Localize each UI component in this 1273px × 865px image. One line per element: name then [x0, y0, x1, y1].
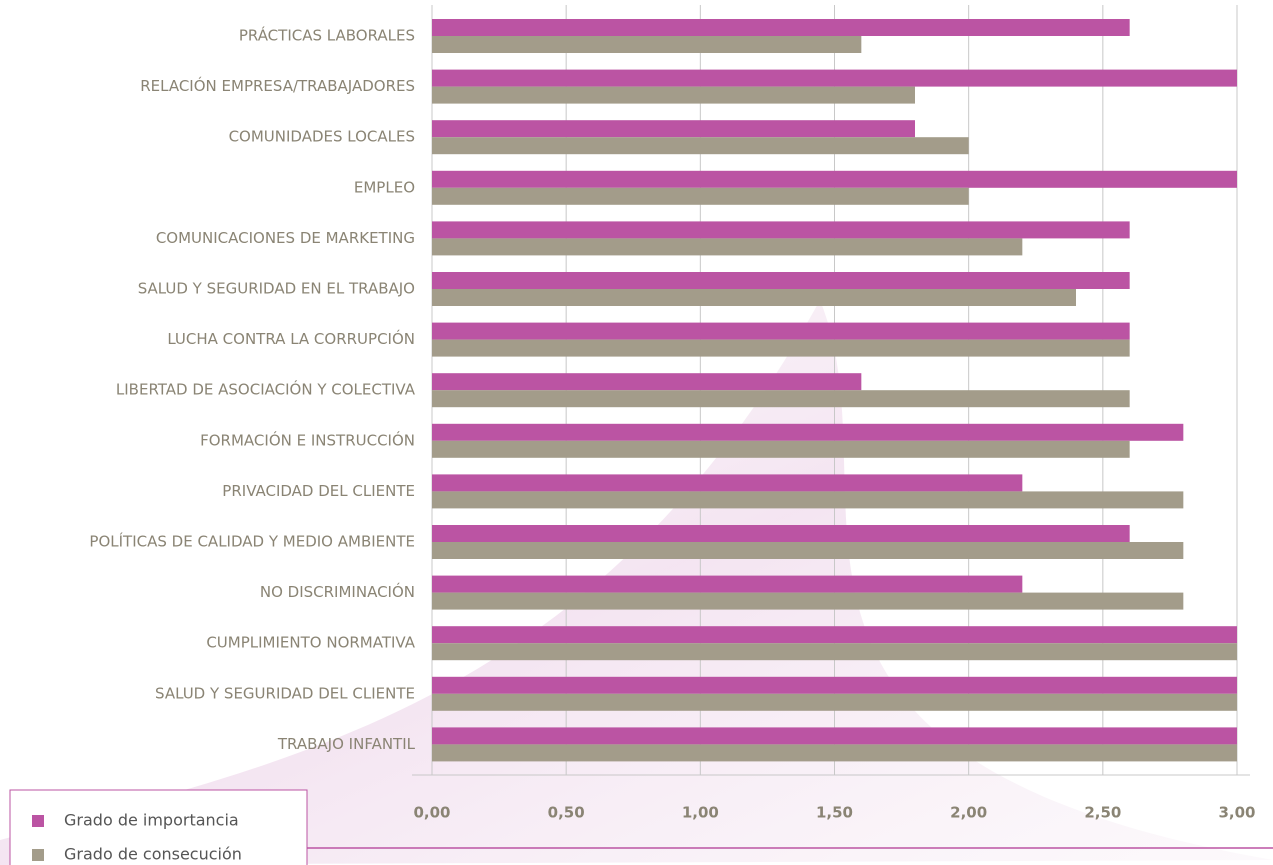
bar — [432, 272, 1130, 289]
bar — [432, 170, 1237, 188]
bar — [432, 744, 1237, 762]
bar — [432, 423, 1184, 441]
bar — [432, 69, 1237, 87]
y-tick-label: NO DISCRIMINACIÓN — [260, 582, 415, 601]
bar — [432, 339, 1130, 357]
x-tick-label: 0,00 — [413, 804, 450, 822]
bar — [432, 221, 1130, 239]
bar — [432, 187, 969, 205]
bar — [432, 525, 1130, 542]
bar — [432, 491, 1184, 509]
bar — [432, 474, 1023, 492]
x-tick-label: 0,50 — [548, 804, 585, 822]
bar — [432, 19, 1130, 36]
bar — [432, 626, 1237, 644]
y-tick-label: EMPLEO — [354, 178, 415, 196]
legend-label: Grado de importancia — [64, 811, 239, 830]
y-tick-label: COMUNICACIONES DE MARKETING — [156, 229, 415, 247]
y-tick-label: TRABAJO INFANTIL — [277, 735, 416, 753]
y-tick-label: POLÍTICAS DE CALIDAD Y MEDIO AMBIENTE — [89, 532, 415, 551]
y-tick-label: FORMACIÓN E INSTRUCCIÓN — [200, 430, 415, 449]
y-tick-label: LIBERTAD DE ASOCIACIÓN Y COLECTIVA — [116, 380, 416, 399]
x-tick-label: 2,00 — [950, 804, 987, 822]
legend-label: Grado de consecución — [64, 845, 242, 864]
legend-swatch — [32, 815, 44, 827]
bar — [432, 390, 1130, 408]
y-tick-label: RELACIÓN EMPRESA/TRABAJADORES — [140, 76, 415, 95]
bar — [432, 676, 1237, 694]
bar — [432, 693, 1237, 711]
bar — [432, 643, 1237, 661]
y-tick-label: CUMPLIMIENTO NORMATIVA — [206, 634, 415, 652]
bar — [432, 36, 862, 53]
bar — [432, 137, 969, 155]
bar — [432, 86, 915, 104]
bar — [432, 238, 1023, 256]
legend-swatch — [32, 849, 44, 861]
bar — [432, 322, 1130, 340]
x-tick-label: 2,50 — [1084, 804, 1121, 822]
y-tick-label: PRÁCTICAS LABORALES — [239, 26, 415, 45]
y-tick-label: SALUD Y SEGURIDAD DEL CLIENTE — [155, 684, 415, 702]
y-tick-label: LUCHA CONTRA LA CORRUPCIÓN — [167, 329, 415, 348]
bar — [432, 542, 1184, 559]
x-tick-label: 1,00 — [682, 804, 719, 822]
bar — [432, 592, 1184, 610]
bar — [432, 373, 862, 391]
y-tick-label: SALUD Y SEGURIDAD EN EL TRABAJO — [138, 280, 415, 298]
y-tick-label: COMUNIDADES LOCALES — [229, 128, 415, 146]
x-tick-label: 1,50 — [816, 804, 853, 822]
bar — [432, 727, 1237, 745]
y-tick-label: PRIVACIDAD DEL CLIENTE — [222, 482, 415, 500]
x-tick-label: 3,00 — [1218, 804, 1255, 822]
bar — [432, 120, 915, 138]
legend-box — [9, 789, 308, 865]
bar — [432, 440, 1130, 458]
bar — [432, 289, 1076, 306]
bar — [432, 575, 1023, 593]
